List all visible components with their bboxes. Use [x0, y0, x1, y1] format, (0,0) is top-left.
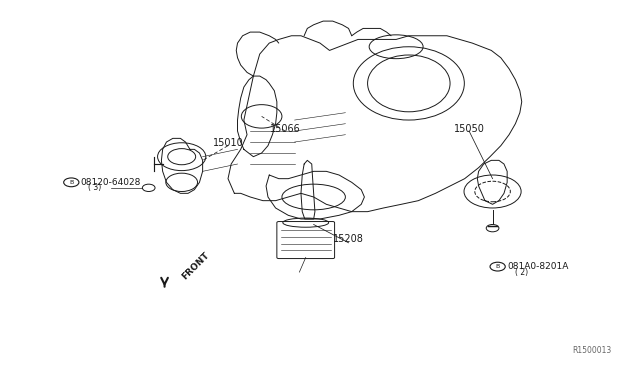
Text: ( 2): ( 2) [515, 267, 529, 277]
Text: B: B [495, 264, 500, 269]
Text: ( 3): ( 3) [88, 183, 102, 192]
Text: 15208: 15208 [333, 234, 364, 244]
Text: FRONT: FRONT [180, 250, 211, 281]
Text: 081A0-8201A: 081A0-8201A [507, 262, 568, 271]
Text: R1500013: R1500013 [573, 346, 612, 355]
Text: 15050: 15050 [454, 124, 484, 134]
Text: 15010: 15010 [212, 138, 243, 148]
Text: B: B [69, 180, 74, 185]
Text: 15066: 15066 [269, 124, 301, 134]
Text: 08120-64028: 08120-64028 [81, 178, 141, 187]
